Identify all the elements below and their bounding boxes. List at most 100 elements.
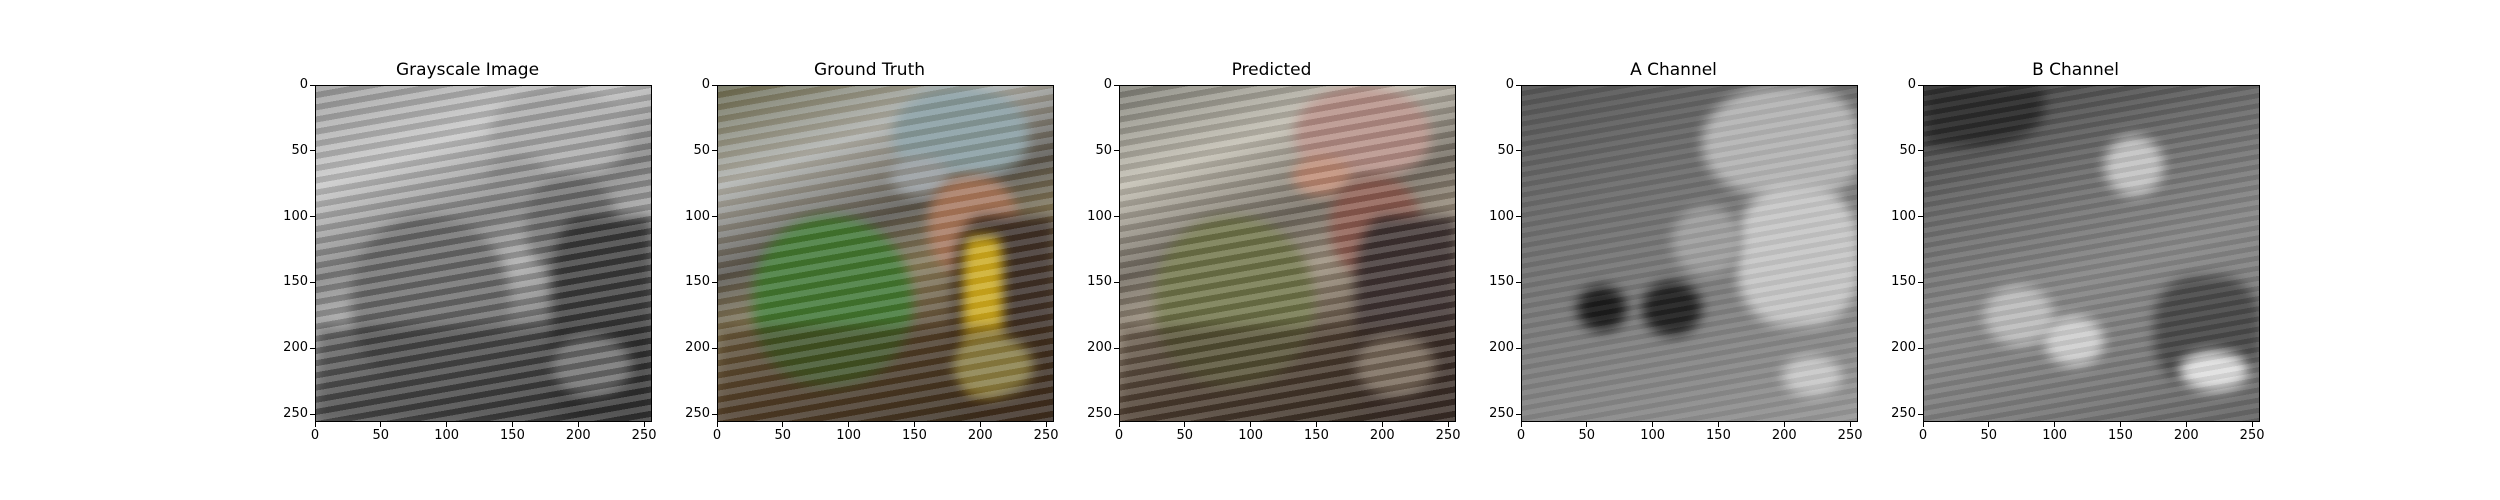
y-tick-mark xyxy=(310,84,315,86)
panel-title: A Channel xyxy=(1630,60,1717,80)
y-tick-mark xyxy=(310,413,315,415)
x-tick-mark xyxy=(2185,422,2187,427)
y-tick-mark xyxy=(1516,84,1521,86)
x-tick-mark xyxy=(1849,422,1851,427)
x-tick-label: 150 xyxy=(500,428,525,443)
image-region xyxy=(718,326,1053,421)
y-tick-label: 250 xyxy=(283,406,308,422)
y-tick-label: 200 xyxy=(283,340,308,356)
y-tick-label: 100 xyxy=(283,208,308,224)
image-region xyxy=(1737,186,1857,326)
panel-title: B Channel xyxy=(2032,60,2119,80)
x-tick-mark xyxy=(1315,422,1317,427)
y-tick-mark xyxy=(712,347,717,349)
y-tick-label: 100 xyxy=(1489,208,1514,224)
x-tick-label: 50 xyxy=(1980,428,1998,443)
y-tick-label: 200 xyxy=(1891,340,1916,356)
image-b-channel xyxy=(1923,85,2260,422)
x-tick-label: 200 xyxy=(565,428,591,443)
x-tick-mark xyxy=(2119,422,2121,427)
y-tick-mark xyxy=(310,216,315,218)
y-tick-mark xyxy=(712,84,717,86)
panel-grayscale: Grayscale Image 0 50 100 150 200 250 0 50 100 150 2… xyxy=(283,0,656,500)
image-predicted xyxy=(1119,85,1456,422)
x-tick-label: 100 xyxy=(434,428,460,443)
x-tick-mark xyxy=(979,422,981,427)
panel-title: Predicted xyxy=(1231,60,1312,80)
y-tick-mark xyxy=(712,281,717,283)
x-tick-label: 250 xyxy=(1837,428,1863,443)
y-tick-label: 0 xyxy=(1505,77,1514,92)
panel-title: Grayscale Image xyxy=(395,60,540,80)
y-tick-mark xyxy=(1516,216,1521,218)
x-tick-label: 200 xyxy=(1369,428,1395,443)
y-tick-label: 250 xyxy=(1891,406,1916,422)
x-tick-mark xyxy=(1184,422,1186,427)
y-tick-label: 250 xyxy=(1087,406,1112,422)
image-region xyxy=(1120,326,1455,421)
image-grayscale xyxy=(315,85,652,422)
x-tick-mark xyxy=(1118,422,1120,427)
x-tick-label: 0 xyxy=(1918,428,1928,443)
y-tick-label: 0 xyxy=(299,77,308,92)
x-tick-mark xyxy=(511,422,513,427)
y-tick-mark xyxy=(1516,281,1521,283)
x-tick-label: 200 xyxy=(2173,428,2199,443)
y-tick-mark xyxy=(1918,216,1923,218)
x-tick-mark xyxy=(2251,422,2253,427)
x-tick-label: 50 xyxy=(774,428,792,443)
y-tick-mark xyxy=(712,413,717,415)
x-tick-mark xyxy=(1045,422,1047,427)
y-tick-label: 200 xyxy=(1087,340,1112,356)
y-tick-label: 0 xyxy=(701,77,710,92)
x-tick-label: 0 xyxy=(1516,428,1526,443)
x-tick-mark xyxy=(1447,422,1449,427)
x-tick-mark xyxy=(913,422,915,427)
x-tick-label: 200 xyxy=(967,428,993,443)
x-tick-label: 150 xyxy=(1706,428,1731,443)
panel-a-channel: A Channel 0 50 100 150 200 250 0 50 100 150 200 250 xyxy=(1489,0,1862,500)
x-tick-label: 0 xyxy=(1114,428,1124,443)
y-tick-mark xyxy=(1918,281,1923,283)
y-tick-label: 150 xyxy=(1489,274,1514,290)
x-tick-mark xyxy=(1922,422,1924,427)
panel-b-channel: B Channel 0 50 100 150 200 250 0 50 100 150 200 250 xyxy=(1891,0,2264,500)
x-tick-mark xyxy=(446,422,448,427)
y-tick-mark xyxy=(310,281,315,283)
x-tick-label: 250 xyxy=(1435,428,1461,443)
y-tick-mark xyxy=(1516,413,1521,415)
x-tick-mark xyxy=(643,422,645,427)
y-tick-mark xyxy=(1114,84,1119,86)
x-tick-mark xyxy=(1783,422,1785,427)
x-tick-mark xyxy=(1586,422,1588,427)
x-tick-label: 0 xyxy=(712,428,722,443)
image-region xyxy=(2179,351,2249,391)
y-tick-label: 150 xyxy=(1891,274,1916,290)
y-tick-label: 50 xyxy=(291,142,308,158)
x-tick-label: 100 xyxy=(836,428,862,443)
image-region xyxy=(316,326,651,421)
y-tick-mark xyxy=(310,347,315,349)
x-tick-label: 150 xyxy=(2108,428,2133,443)
x-tick-mark xyxy=(2054,422,2056,427)
y-tick-mark xyxy=(310,150,315,152)
image-region xyxy=(2104,136,2164,196)
y-tick-mark xyxy=(1516,150,1521,152)
x-tick-label: 250 xyxy=(631,428,657,443)
y-tick-label: 150 xyxy=(283,274,308,290)
y-tick-label: 100 xyxy=(1891,208,1916,224)
y-tick-mark xyxy=(1114,413,1119,415)
x-tick-mark xyxy=(848,422,850,427)
image-region xyxy=(1782,356,1842,396)
x-tick-mark xyxy=(380,422,382,427)
y-tick-mark xyxy=(1516,347,1521,349)
x-tick-label: 50 xyxy=(1578,428,1596,443)
x-tick-mark xyxy=(716,422,718,427)
x-tick-mark xyxy=(1717,422,1719,427)
y-tick-mark xyxy=(1114,216,1119,218)
y-tick-label: 250 xyxy=(685,406,710,422)
x-tick-label: 50 xyxy=(1176,428,1194,443)
x-tick-label: 100 xyxy=(2042,428,2068,443)
y-tick-label: 150 xyxy=(1087,274,1112,290)
image-ground-truth xyxy=(717,85,1054,422)
